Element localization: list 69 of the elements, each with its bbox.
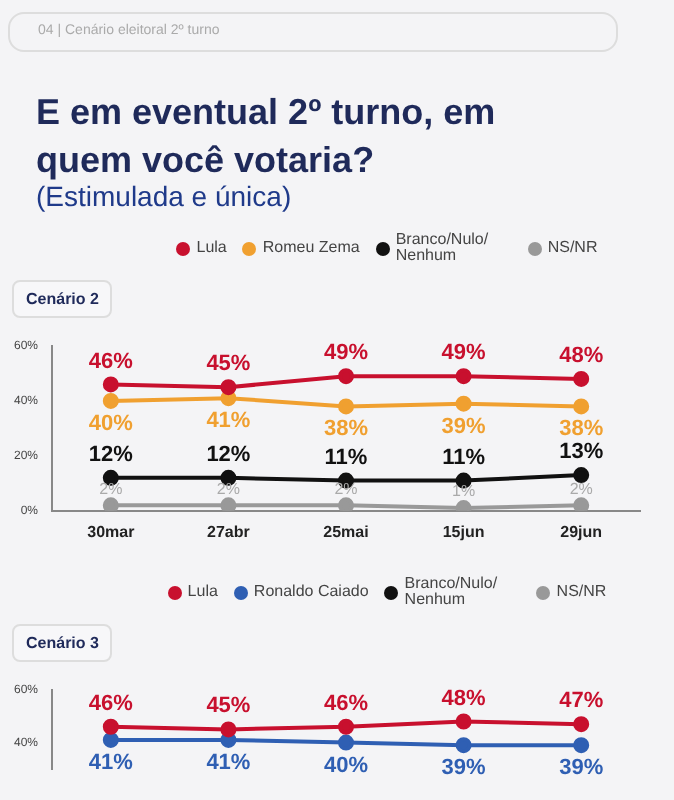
point	[338, 734, 355, 751]
data-label: 38%	[323, 417, 369, 442]
legend-label: Branco/Nulo/ Nenhum	[404, 574, 500, 608]
point	[102, 718, 119, 735]
point	[573, 370, 590, 387]
data-label: 12%	[88, 442, 134, 467]
data-label: 2%	[99, 479, 123, 498]
data-label: 45%	[206, 694, 251, 719]
legend-label: Ronaldo Caiado	[253, 582, 369, 600]
point	[338, 718, 355, 735]
point	[338, 368, 355, 385]
text: Cenário 2	[12, 280, 113, 318]
legend-label: NS/NR	[547, 238, 598, 256]
data-label: 11%	[324, 445, 368, 470]
data-label: 41%	[206, 750, 251, 775]
data-label: 2%	[216, 479, 240, 498]
chart-title: E em eventual 2º turno, em quem você votaria?	[36, 90, 496, 184]
data-label: 46%	[323, 691, 369, 716]
point	[573, 398, 590, 415]
point	[102, 731, 119, 748]
point	[102, 497, 119, 511]
data-label: 40%	[88, 412, 134, 436]
point	[338, 497, 355, 511]
data-label: 46%	[88, 691, 134, 716]
point	[455, 395, 472, 412]
data-label: 12%	[206, 442, 251, 467]
data-label: 38%	[559, 417, 604, 442]
data-label: 2%	[569, 479, 593, 498]
data-label: 13%	[559, 440, 604, 465]
text: Cenário 3	[12, 624, 113, 662]
x-tick-label: 15jun	[442, 522, 485, 541]
legend-label: Lula	[187, 582, 218, 600]
x-tick-label: 29jun	[560, 522, 603, 541]
x-tick-label: 25mai	[323, 522, 369, 541]
legend-label: Romeu Zema	[262, 238, 360, 256]
data-label: 39%	[441, 414, 487, 439]
data-label: 47%	[559, 689, 604, 714]
data-label: 1%	[452, 482, 476, 501]
x-tick-label: 30mar	[87, 522, 135, 541]
data-label: 39%	[559, 756, 604, 781]
point	[220, 379, 237, 396]
data-label: 45%	[206, 352, 251, 377]
data-label: 48%	[441, 686, 487, 711]
data-label: 46%	[88, 349, 134, 374]
point	[102, 376, 119, 393]
data-label: 11%	[442, 445, 486, 470]
data-label: 49%	[323, 341, 369, 366]
point	[573, 716, 590, 733]
point	[102, 392, 119, 409]
data-label: 49%	[441, 341, 487, 366]
point	[220, 721, 237, 738]
data-label: 2%	[334, 479, 358, 498]
chart-subtitle: (Estimulada e única)	[36, 180, 292, 212]
data-label: 41%	[206, 409, 251, 434]
point	[220, 497, 237, 511]
data-label: 41%	[88, 750, 134, 775]
x-tick-label: 27abr	[207, 522, 250, 541]
point	[573, 497, 590, 511]
point	[455, 713, 472, 730]
data-label: 39%	[441, 756, 487, 781]
legend-label: Branco/Nulo/ Nenhum	[395, 230, 491, 264]
point	[455, 737, 472, 754]
legend-label: NS/NR	[556, 582, 607, 600]
point	[573, 737, 590, 754]
point	[455, 368, 472, 385]
legend-label: Lula	[196, 238, 227, 256]
data-label: 48%	[559, 344, 604, 369]
data-label: 40%	[323, 753, 369, 778]
point	[338, 398, 355, 415]
